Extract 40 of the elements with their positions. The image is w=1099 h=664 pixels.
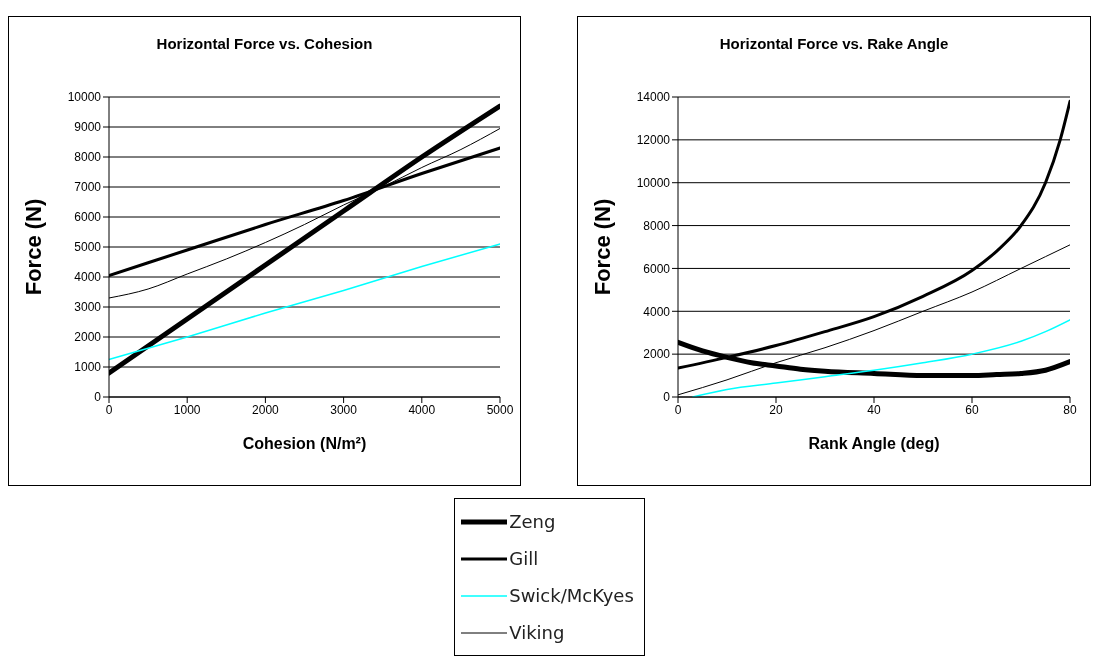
x-tick-label: 2000 — [252, 402, 280, 417]
x-tick-label: 0 — [105, 402, 113, 417]
y-tick-label: 9000 — [74, 120, 102, 135]
legend-label: Viking — [509, 622, 565, 643]
y-tick-label: 2000 — [74, 330, 102, 345]
y-tick-label: 4000 — [74, 270, 102, 285]
legend-label: Swick/McKyes — [509, 585, 634, 606]
x-axis-title: Cohesion (N/m²) — [242, 435, 367, 452]
y-tick-label: 12000 — [636, 133, 671, 148]
y-tick-label: 14000 — [636, 90, 671, 105]
legend-label: Zeng — [509, 511, 556, 532]
x-axis-title: Rank Angle (deg) — [808, 435, 940, 452]
x-tick-label: 60 — [965, 402, 979, 417]
x-tick-label: 3000 — [330, 402, 358, 417]
chart-title: Horizontal Force vs. Rake Angle — [718, 35, 950, 52]
y-tick-label: 3000 — [74, 300, 102, 315]
y-tick-label: 0 — [94, 390, 102, 405]
y-tick-label: 2000 — [643, 347, 671, 362]
x-tick-label: 4000 — [408, 402, 436, 417]
y-tick-label: 1000 — [74, 360, 102, 375]
y-tick-label: 0 — [663, 390, 671, 405]
x-tick-label: 5000 — [486, 402, 514, 417]
y-axis-title: Force (N) — [589, 198, 615, 296]
x-tick-label: 1000 — [173, 402, 201, 417]
legend-label: Gill — [509, 548, 539, 569]
x-tick-label: 0 — [674, 402, 682, 417]
x-tick-label: 80 — [1063, 402, 1077, 417]
x-tick-label: 20 — [769, 402, 783, 417]
y-tick-label: 8000 — [74, 150, 102, 165]
y-tick-label: 6000 — [643, 261, 671, 276]
y-axis-title: Force (N) — [20, 198, 46, 296]
y-tick-label: 10000 — [67, 90, 102, 105]
y-tick-label: 4000 — [643, 304, 671, 319]
y-tick-label: 6000 — [74, 210, 102, 225]
y-tick-label: 5000 — [74, 240, 102, 255]
y-tick-label: 7000 — [74, 180, 102, 195]
y-tick-label: 8000 — [643, 218, 671, 233]
chart-title: Horizontal Force vs. Cohesion — [155, 35, 374, 52]
x-tick-label: 40 — [867, 402, 881, 417]
y-tick-label: 10000 — [636, 175, 671, 190]
